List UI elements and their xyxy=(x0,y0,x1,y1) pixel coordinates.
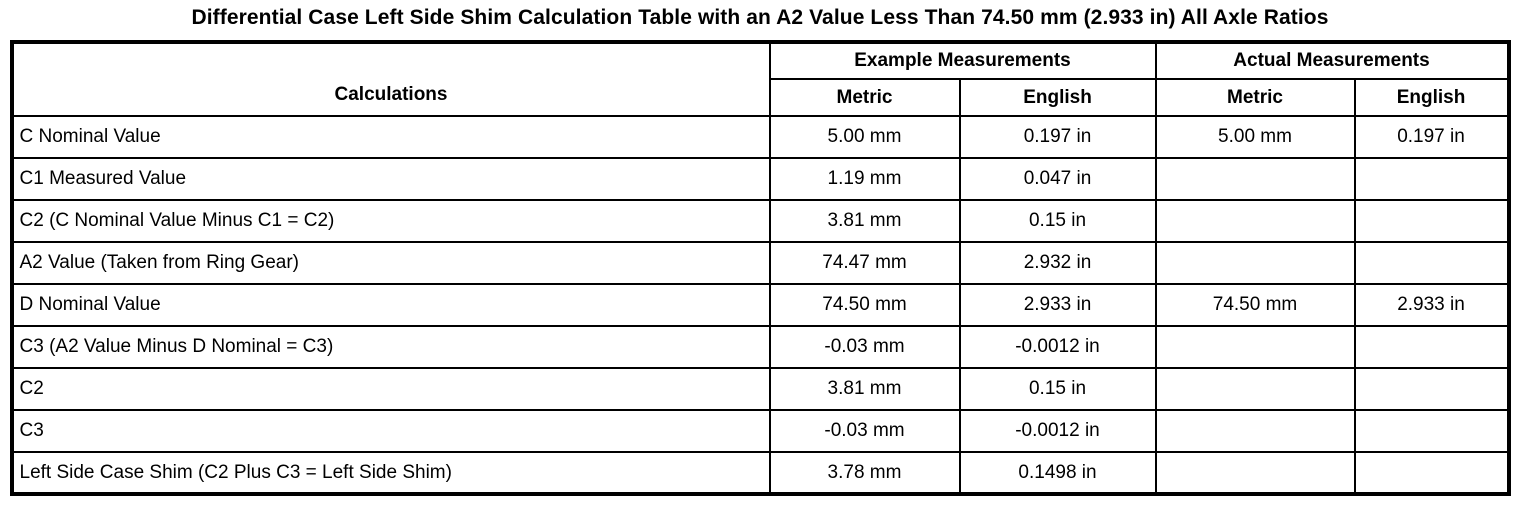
actual-english-value xyxy=(1353,409,1510,453)
column-header-actual-metric: Metric xyxy=(1154,78,1356,117)
calculation-label: C2 (C Nominal Value Minus C1 = C2) xyxy=(10,199,771,243)
table-row: Left Side Case Shim (C2 Plus C3 = Left S… xyxy=(10,451,1510,495)
calculation-label: Left Side Case Shim (C2 Plus C3 = Left S… xyxy=(10,451,771,495)
example-english-value: -0.0012 in xyxy=(958,325,1157,369)
table-header: Calculations Example Measurements Actual… xyxy=(10,41,1510,117)
example-english-value: 2.932 in xyxy=(958,241,1157,285)
example-english-value: 0.15 in xyxy=(958,367,1157,411)
actual-metric-value xyxy=(1154,157,1356,201)
table-row: C3 (A2 Value Minus D Nominal = C3) -0.03 … xyxy=(10,325,1510,369)
example-metric-value: 1.19 mm xyxy=(768,157,961,201)
actual-metric-value xyxy=(1154,367,1356,411)
calculation-label: C2 xyxy=(10,367,771,411)
actual-metric-value xyxy=(1154,241,1356,285)
actual-english-value xyxy=(1353,241,1510,285)
example-english-value: -0.0012 in xyxy=(958,409,1157,453)
calculation-label: C1 Measured Value xyxy=(10,157,771,201)
actual-metric-value xyxy=(1154,409,1356,453)
actual-english-value xyxy=(1353,199,1510,243)
example-metric-value: 3.78 mm xyxy=(768,451,961,495)
actual-english-value: 0.197 in xyxy=(1353,115,1510,159)
actual-english-value: 2.933 in xyxy=(1353,283,1510,327)
table-body: C Nominal Value 5.00 mm 0.197 in 5.00 mm 0.1… xyxy=(10,115,1510,495)
calculation-label: D Nominal Value xyxy=(10,283,771,327)
example-metric-value: -0.03 mm xyxy=(768,409,961,453)
example-english-value: 0.15 in xyxy=(958,199,1157,243)
actual-english-value xyxy=(1353,451,1510,495)
column-group-example-measurements: Example Measurements xyxy=(768,41,1157,80)
actual-metric-value: 74.50 mm xyxy=(1154,283,1356,327)
example-english-value: 0.047 in xyxy=(958,157,1157,201)
example-metric-value: -0.03 mm xyxy=(768,325,961,369)
table-row: C Nominal Value 5.00 mm 0.197 in 5.00 mm 0.1… xyxy=(10,115,1510,159)
table-row: C3 -0.03 mm -0.0012 in xyxy=(10,409,1510,453)
example-metric-value: 5.00 mm xyxy=(768,115,961,159)
actual-metric-value xyxy=(1154,451,1356,495)
calculation-label: C Nominal Value xyxy=(10,115,771,159)
example-metric-value: 74.50 mm xyxy=(768,283,961,327)
actual-metric-value xyxy=(1154,199,1356,243)
table-row: C2 3.81 mm 0.15 in xyxy=(10,367,1510,411)
column-header-example-metric: Metric xyxy=(768,78,961,117)
table-row: D Nominal Value 74.50 mm 2.933 in 74.50 mm 2… xyxy=(10,283,1510,327)
actual-metric-value: 5.00 mm xyxy=(1154,115,1356,159)
calculation-label: C3 (A2 Value Minus D Nominal = C3) xyxy=(10,325,771,369)
table-row: C1 Measured Value 1.19 mm 0.047 in xyxy=(10,157,1510,201)
sub-header-row: Metric English Metric English xyxy=(12,78,1510,117)
column-header-actual-english: English xyxy=(1353,78,1510,117)
page-title: Differential Case Left Side Shim Calcula… xyxy=(191,6,1329,29)
example-metric-value: 74.47 mm xyxy=(768,241,961,285)
column-header-example-english: English xyxy=(958,78,1157,117)
column-group-actual-measurements: Actual Measurements xyxy=(1154,41,1510,80)
example-english-value: 2.933 in xyxy=(958,283,1157,327)
table-row: C2 (C Nominal Value Minus C1 = C2) 3.81 m… xyxy=(10,199,1510,243)
shim-calculation-table: Calculations Example Measurements Actual… xyxy=(9,40,1511,496)
actual-metric-value xyxy=(1154,325,1356,369)
calculation-label: A2 Value (Taken from Ring Gear) xyxy=(10,241,771,285)
example-metric-value: 3.81 mm xyxy=(768,199,961,243)
actual-english-value xyxy=(1353,325,1510,369)
example-english-value: 0.197 in xyxy=(958,115,1157,159)
calculation-label: C3 xyxy=(10,409,771,453)
column-header-calculations: Calculations xyxy=(10,41,771,117)
group-header-row: Calculations Example Measurements Actual… xyxy=(10,41,1510,117)
actual-english-value xyxy=(1353,367,1510,411)
example-metric-value: 3.81 mm xyxy=(768,367,961,411)
actual-english-value xyxy=(1353,157,1510,201)
table-row: A2 Value (Taken from Ring Gear) 74.47 mm 2… xyxy=(10,241,1510,285)
example-english-value: 0.1498 in xyxy=(958,451,1157,495)
